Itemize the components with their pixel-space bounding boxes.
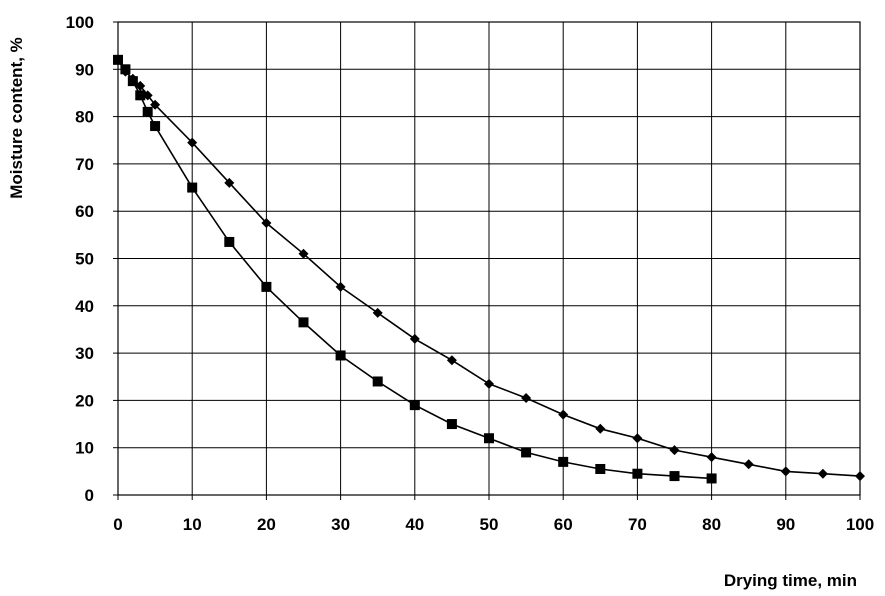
data-point-square [127,76,138,87]
y-axis-title: Moisture content, % [7,37,26,199]
data-point-square [669,471,680,482]
x-tick-label: 50 [480,515,499,534]
data-point-diamond [224,177,235,188]
data-point-square [335,350,346,361]
data-point-square [224,236,235,247]
data-point-diamond [409,333,420,344]
y-tick-label: 80 [75,108,94,127]
data-point-diamond [595,423,606,434]
data-point-diamond [706,452,717,463]
x-tick-label: 80 [702,515,721,534]
y-tick-label: 90 [75,60,94,79]
y-tick-label: 20 [75,391,94,410]
data-point-square [298,317,309,328]
data-point-diamond [743,459,754,470]
x-axis-title: Drying time, min [724,571,857,590]
x-tick-label: 30 [331,515,350,534]
y-tick-label: 50 [75,250,94,269]
y-tick-label: 70 [75,155,94,174]
x-tick-label: 10 [183,515,202,534]
grid [113,21,861,500]
y-tick-label: 100 [66,13,94,32]
data-point-diamond [298,248,309,259]
x-tick-label: 100 [846,515,874,534]
data-point-diamond [817,468,828,479]
y-tick-label: 0 [85,486,94,505]
y-tick-label: 30 [75,344,94,363]
y-tick-label: 40 [75,297,94,316]
data-point-diamond [446,355,457,366]
data-point-square [632,468,643,479]
data-point-square [187,182,198,193]
x-tick-labels: 0 10 20 30 40 50 60 70 80 90 100 [113,515,874,534]
data-point-square [558,456,569,467]
x-tick-label: 60 [554,515,573,534]
plot-area-frame [117,21,861,496]
data-point-square [372,376,383,387]
data-point-diamond [669,445,680,456]
data-point-diamond [335,281,346,292]
data-point-square [706,473,717,484]
data-point-diamond [558,409,569,420]
x-tick-label: 90 [776,515,795,534]
data-point-square [446,419,457,430]
data-point-diamond [632,433,643,444]
data-point-diamond [855,471,865,482]
data-point-square [120,64,131,75]
data-point-square [113,54,123,65]
data-point-diamond [484,378,494,389]
data-point-square [261,281,272,292]
data-point-square [409,400,420,411]
data-point-square [150,121,161,132]
data-point-square [484,433,494,444]
data-point-diamond [521,393,532,404]
data-point-diamond [780,466,791,477]
series-layer [113,54,865,484]
data-point-diamond [372,307,383,318]
data-point-diamond [187,137,198,148]
data-point-square [595,463,606,474]
y-tick-label: 60 [75,202,94,221]
y-tick-label: 10 [75,439,94,458]
data-point-diamond [261,218,272,229]
series-2 [113,54,717,484]
x-tick-label: 40 [405,515,424,534]
x-tick-label: 70 [628,515,647,534]
x-tick-label: 0 [113,515,122,534]
y-tick-labels: 0 10 20 30 40 50 60 70 80 90 100 [66,13,94,505]
data-point-square [135,90,146,101]
x-tick-label: 20 [257,515,276,534]
data-point-square [142,106,153,117]
data-point-square [521,447,532,458]
